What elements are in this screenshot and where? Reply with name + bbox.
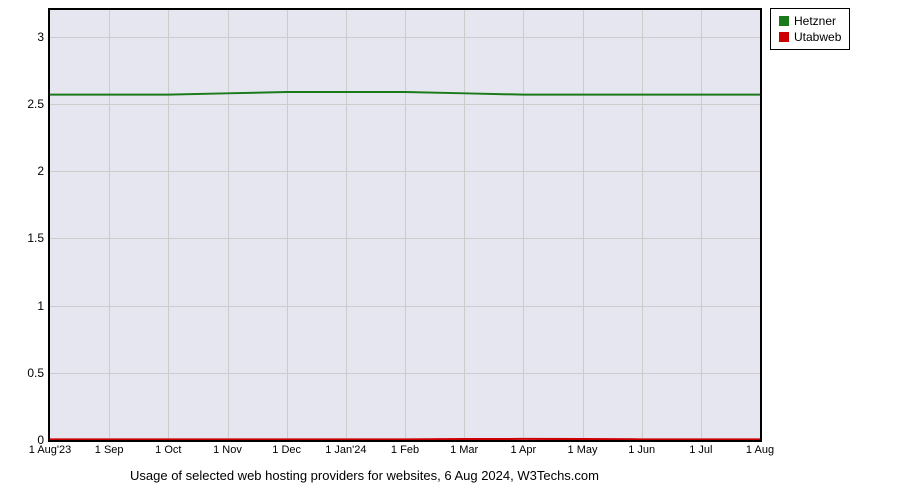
- x-axis-label: 1 Aug: [746, 444, 774, 456]
- y-axis-label: 0.5: [27, 366, 44, 380]
- x-axis-label: 1 Apr: [510, 444, 536, 456]
- y-axis-label: 2.5: [27, 97, 44, 111]
- grid-line-vertical: [168, 10, 169, 440]
- legend-label: Hetzner: [794, 13, 836, 29]
- x-axis-label: 1 Dec: [272, 444, 301, 456]
- x-axis-label: 1 Jan'24: [325, 444, 366, 456]
- y-axis-label: 2: [37, 164, 44, 178]
- x-axis-label: 1 Jun: [628, 444, 655, 456]
- x-axis-label: 1 Jul: [689, 444, 712, 456]
- caption: Usage of selected web hosting providers …: [130, 468, 599, 483]
- grid-line-vertical: [109, 10, 110, 440]
- x-axis-label: 1 Oct: [155, 444, 181, 456]
- grid-line-vertical: [701, 10, 702, 440]
- y-axis-label: 1: [37, 299, 44, 313]
- legend-swatch: [779, 16, 789, 26]
- grid-line-vertical: [405, 10, 406, 440]
- y-axis-label: 1.5: [27, 231, 44, 245]
- x-axis-label: 1 Feb: [391, 444, 419, 456]
- legend-item-hetzner: Hetzner: [779, 13, 841, 29]
- grid-line-vertical: [228, 10, 229, 440]
- legend-label: Utabweb: [794, 29, 841, 45]
- grid-line-vertical: [464, 10, 465, 440]
- x-axis-label: 1 Nov: [213, 444, 242, 456]
- grid-line-vertical: [346, 10, 347, 440]
- legend-item-utabweb: Utabweb: [779, 29, 841, 45]
- grid-line-vertical: [583, 10, 584, 440]
- grid-line-vertical: [523, 10, 524, 440]
- x-axis-label: 1 Aug'23: [29, 444, 71, 456]
- y-axis-label: 3: [37, 30, 44, 44]
- plot-area: 00.511.522.531 Aug'231 Sep1 Oct1 Nov1 De…: [48, 8, 762, 442]
- grid-line-vertical: [642, 10, 643, 440]
- x-axis-label: 1 Sep: [95, 444, 124, 456]
- x-axis-label: 1 May: [568, 444, 598, 456]
- legend: HetznerUtabweb: [770, 8, 850, 50]
- legend-swatch: [779, 32, 789, 42]
- chart-container: 00.511.522.531 Aug'231 Sep1 Oct1 Nov1 De…: [0, 0, 900, 500]
- grid-line-vertical: [287, 10, 288, 440]
- x-axis-label: 1 Mar: [450, 444, 478, 456]
